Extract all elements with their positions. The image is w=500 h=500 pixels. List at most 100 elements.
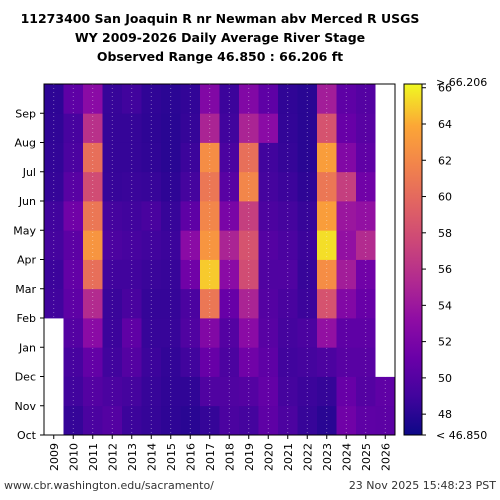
- heatmap-cell-2025-apr: [356, 230, 376, 260]
- heatmap-cell-2016-apr: [180, 230, 201, 260]
- heatmap-cell-2020-jul: [258, 142, 279, 173]
- heatmap-cell-2009-nov: [44, 376, 64, 407]
- heatmap-cell-2022-apr: [297, 230, 318, 260]
- heatmap-cell-2022-jun: [297, 171, 318, 202]
- heatmap-cell-2021-sep: [278, 84, 298, 114]
- heatmap-cell-2015-feb: [161, 288, 181, 319]
- heatmap-cell-2010-nov: [63, 376, 84, 407]
- heatmap-cell-2025-oct: [356, 405, 376, 436]
- heatmap-cell-2022-jan: [297, 318, 318, 348]
- heatmap-cell-2024-jan: [336, 318, 357, 348]
- heatmap-cell-2015-sep: [161, 84, 181, 114]
- heatmap-cell-2009-oct: [44, 405, 64, 436]
- heatmap-cell-2013-jan: [122, 318, 142, 348]
- heatmap-cell-2010-feb: [63, 288, 84, 319]
- heatmap-cell-2009-aug: [44, 113, 64, 143]
- heatmap-cell-2020-aug: [258, 113, 279, 143]
- heatmap-cell-2012-nov: [102, 376, 123, 407]
- heatmap-cell-2023-sep: [317, 84, 337, 114]
- heatmap-cell-2018-jul: [219, 142, 240, 173]
- heatmap-cell-2019-aug: [239, 113, 259, 143]
- heatmap-cell-2010-aug: [63, 113, 84, 143]
- heatmap-cell-2023-jan: [317, 318, 337, 348]
- heatmap-cell-2011-dec: [83, 347, 103, 377]
- heatmap-cell-2018-may: [219, 201, 240, 231]
- heatmap-cell-2024-dec: [336, 347, 357, 377]
- heatmap-cell-2026-sep: [375, 84, 396, 114]
- heatmap-cell-2023-feb: [317, 288, 337, 319]
- heatmap-cell-2013-sep: [122, 84, 142, 114]
- heatmap-cell-2026-jun: [375, 171, 396, 202]
- heatmap-cell-2024-aug: [336, 113, 357, 143]
- colorbar-tick-label-60: 60: [438, 191, 452, 204]
- heatmap-cell-2009-apr: [44, 230, 64, 260]
- colorbar-gradient: [403, 83, 423, 436]
- colorbar-tick-label-50: 50: [438, 372, 452, 385]
- heatmap-cell-2015-jun: [161, 171, 181, 202]
- heatmap-cell-2018-jun: [219, 171, 240, 202]
- heatmap-cell-2018-dec: [219, 347, 240, 377]
- heatmap-cell-2010-sep: [63, 84, 84, 114]
- heatmap-cell-2024-may: [336, 201, 357, 231]
- x-tick-label-2026: 2026: [379, 443, 392, 471]
- heatmap-cell-2024-nov: [336, 376, 357, 407]
- heatmap-cell-2025-nov: [356, 376, 376, 407]
- heatmap-cell-2025-dec: [356, 347, 376, 377]
- heatmap-cell-2014-jul: [141, 142, 162, 173]
- heatmap-cell-2021-may: [278, 201, 298, 231]
- x-tick-label-2012: 2012: [106, 443, 119, 471]
- heatmap-cell-2026-jul: [375, 142, 396, 173]
- heatmap-cell-2009-feb: [44, 288, 64, 319]
- heatmap-cell-2026-nov: [375, 376, 396, 407]
- y-tick-label-feb: Feb: [17, 312, 36, 325]
- heatmap-cell-2019-oct: [239, 405, 259, 436]
- heatmap-cell-2026-feb: [375, 288, 396, 319]
- heatmap-cell-2013-may: [122, 201, 142, 231]
- x-tick-label-2024: 2024: [340, 443, 353, 471]
- heatmap-cell-2016-jan: [180, 318, 201, 348]
- heatmap-cell-2016-may: [180, 201, 201, 231]
- heatmap-cell-2015-jul: [161, 142, 181, 173]
- heatmap-cell-2016-jun: [180, 171, 201, 202]
- heatmap-cell-2015-aug: [161, 113, 181, 143]
- heatmap-cell-2018-aug: [219, 113, 240, 143]
- heatmap-cell-2022-dec: [297, 347, 318, 377]
- heatmap-cell-2021-apr: [278, 230, 298, 260]
- heatmap-cell-2012-mar: [102, 259, 123, 290]
- heatmap-cell-2021-jan: [278, 318, 298, 348]
- x-tick-label-2023: 2023: [321, 443, 334, 471]
- colorbar-tick-label-48: 48: [438, 408, 452, 421]
- heatmap-cell-2010-jun: [63, 171, 84, 202]
- heatmap-cell-2014-sep: [141, 84, 162, 114]
- heatmap-cell-2010-jan: [63, 318, 84, 348]
- heatmap-cell-2017-jul: [200, 142, 220, 173]
- x-tick-label-2017: 2017: [204, 443, 217, 471]
- heatmap-cell-2025-mar: [356, 259, 376, 290]
- colorbar-tick-label-52: 52: [438, 336, 452, 349]
- heatmap-cell-2011-jul: [83, 142, 103, 173]
- heatmap-cell-2014-jun: [141, 171, 162, 202]
- heatmap-cell-2009-dec: [44, 347, 64, 377]
- heatmap-cell-2011-nov: [83, 376, 103, 407]
- x-tick-label-2010: 2010: [67, 443, 80, 471]
- heatmap-cell-2011-aug: [83, 113, 103, 143]
- heatmap-cell-2023-nov: [317, 376, 337, 407]
- heatmap-cell-2014-feb: [141, 288, 162, 319]
- heatmap-cell-2010-mar: [63, 259, 84, 290]
- heatmap-cell-2019-jul: [239, 142, 259, 173]
- heatmap-cell-2024-mar: [336, 259, 357, 290]
- heatmap-cell-2011-sep: [83, 84, 103, 114]
- x-tick-label-2015: 2015: [165, 443, 178, 471]
- x-tick-label-2022: 2022: [301, 443, 314, 471]
- y-tick-label-may: May: [13, 224, 36, 237]
- heatmap-cell-2020-dec: [258, 347, 279, 377]
- heatmap-cell-2019-jan: [239, 318, 259, 348]
- heatmap-cell-2019-jun: [239, 171, 259, 202]
- heatmap-cell-2023-jun: [317, 171, 337, 202]
- colorbar-min-label: < 46.850: [436, 429, 487, 442]
- gridlines: [53, 84, 386, 435]
- heatmap-cell-2014-nov: [141, 376, 162, 407]
- heatmap-cell-2021-mar: [278, 259, 298, 290]
- heatmap-cell-2023-dec: [317, 347, 337, 377]
- heatmap-cell-2017-mar: [200, 259, 220, 290]
